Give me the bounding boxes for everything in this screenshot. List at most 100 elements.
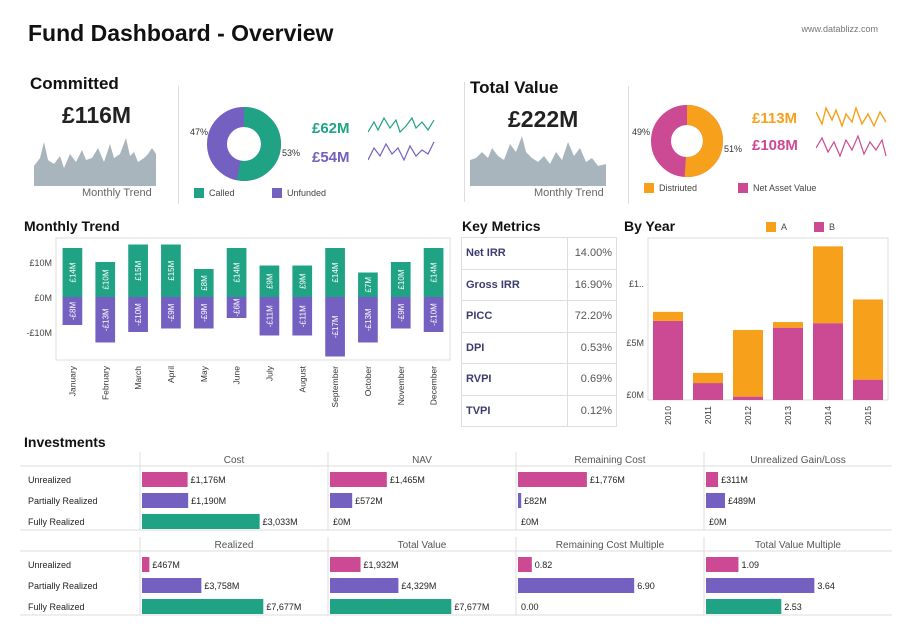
monthly-bar-negative-label: -£13M (101, 308, 110, 331)
called-legend-label: Called (209, 188, 235, 198)
investment-bar (142, 578, 202, 593)
monthly-bar-positive-label: £14M (430, 262, 439, 282)
key-metric-value: 72.20% (567, 300, 617, 333)
monthly-bar-negative (423, 297, 444, 332)
key-metric-label: Net IRR (461, 237, 568, 270)
investment-column-header: Cost (224, 455, 245, 466)
by-year-category-label: 2010 (663, 406, 673, 425)
monthly-bar-negative (358, 297, 378, 343)
key-metric-value: 0.69% (567, 363, 617, 396)
total-value-donut-right-pct: 51% (724, 144, 743, 154)
investment-bar-label: £0M (709, 517, 727, 527)
monthly-category-label: November (396, 366, 406, 405)
investment-row-label: Unrealized (28, 475, 71, 485)
investment-row-label: Partially Realized (28, 496, 98, 506)
investment-bar (330, 557, 361, 572)
monthly-bar-negative (128, 297, 148, 332)
monthly-bar-negative (259, 297, 280, 336)
by-year-ytick-top: £1.. (629, 279, 644, 289)
investment-bar (330, 578, 399, 593)
total-value-title: Total Value (470, 78, 559, 97)
by-year-plot-frame (647, 237, 889, 401)
investment-bar-label: £1,190M (191, 496, 226, 506)
monthly-category-label: July (264, 365, 274, 381)
monthly-category-label: May (199, 365, 209, 382)
nav-legend-swatch (738, 183, 748, 193)
total-value-distributed-value: £113M (752, 110, 798, 127)
monthly-bar-positive-label: £10M (397, 269, 406, 289)
monthly-trend-chart: £10M £0M -£10M £14M -£8M January £10M -£13M F… (26, 237, 451, 408)
committed-donut-left-pct: 47% (190, 127, 209, 137)
investment-bar-label: 0.82 (535, 560, 553, 570)
investment-bar (330, 493, 353, 508)
key-metric-row: PICC 72.20% (461, 300, 617, 333)
unfunded-legend-label: Unfunded (287, 188, 327, 198)
monthly-bar-negative-label: -£10M (430, 303, 439, 326)
monthly-bar-positive (193, 269, 214, 297)
monthly-bar-positive-label: £7M (364, 277, 373, 293)
by-year-bar-segment-b (733, 396, 763, 400)
total-value-sparkline-area (470, 136, 606, 186)
investment-bar-label: £4,329M (401, 581, 436, 591)
investment-bar-label: £467M (152, 560, 180, 570)
total-value-sparklines (816, 105, 887, 158)
by-year-category-label: 2011 (703, 406, 713, 425)
by-year-a-label: A (781, 222, 788, 232)
by-year-bar-segment-b (813, 323, 843, 400)
monthly-bar-negative (226, 297, 247, 318)
key-metric-row: RVPI 0.69% (461, 363, 617, 396)
investment-row-label: Partially Realized (28, 581, 98, 591)
monthly-bar-positive (128, 244, 148, 297)
by-year-bar-segment-a (813, 246, 843, 324)
investment-bar-label: £489M (728, 496, 756, 506)
investment-bar-label: £311M (721, 475, 748, 485)
total-value-donut (651, 105, 723, 177)
monthly-category-label: June (232, 366, 242, 385)
monthly-bar-negative-label: -£6M (233, 298, 242, 317)
investment-column-header: Total Value (398, 540, 447, 551)
key-metric-label: DPI (461, 331, 568, 364)
investment-bar (142, 493, 189, 508)
monthly-bar-negative-label: -£9M (167, 303, 176, 322)
investment-bar (706, 472, 719, 487)
monthly-bar-positive-label: £14M (331, 262, 340, 282)
monthly-category-label: February (100, 365, 110, 400)
investment-bar (330, 599, 452, 614)
by-year-category-label: 2015 (863, 406, 873, 425)
monthly-bar-positive (292, 265, 313, 297)
investment-bar-label: £1,932M (364, 560, 399, 570)
investment-bar-label: £7,677M (454, 602, 489, 612)
investment-column-header: Unrealized Gain/Loss (750, 455, 846, 466)
total-value-donut-left-pct: 49% (632, 127, 651, 137)
investments-chart: Unrealized Partially Realized Fully Realiz… (20, 452, 892, 616)
by-year-ytick-mid: £5M (626, 338, 644, 348)
key-metric-label: Gross IRR (461, 268, 568, 301)
monthly-category-label: September (330, 366, 340, 408)
by-year-bar-segment-b (693, 383, 723, 400)
site-watermark: www.datablizz.com (801, 24, 878, 34)
by-year-bar-segment-a (853, 299, 883, 380)
monthly-category-label: August (297, 365, 307, 392)
monthly-bar-negative (95, 297, 116, 343)
monthly-bar-positive (226, 248, 247, 297)
monthly-bar-positive-label: £10M (101, 269, 110, 289)
investment-bar-label: £0M (333, 517, 351, 527)
monthly-bar-positive (62, 248, 83, 297)
committed-legend-unfunded: Unfunded (272, 188, 326, 198)
monthly-bar-positive-label: £9M (298, 273, 307, 289)
investment-bar-label: 0.00 (521, 602, 539, 612)
monthly-plot-frame (55, 237, 451, 361)
monthly-category-label: January (67, 365, 77, 396)
investment-bar-label: £572M (355, 496, 383, 506)
monthly-category-label: March (133, 366, 143, 390)
total-value-legend-distributed: Distriuted (644, 183, 697, 193)
by-year-legend-a: A (766, 222, 787, 232)
monthly-bar-negative (292, 297, 313, 336)
total-value-donut-distributed-arc (651, 105, 723, 177)
investment-bar (518, 557, 532, 572)
committed-called-value: £62M (312, 120, 350, 137)
page-title: Fund Dashboard - Overview (28, 20, 334, 46)
committed-donut (207, 107, 281, 181)
investment-bar (706, 557, 739, 572)
key-metric-row: DPI 0.53% (461, 331, 617, 364)
